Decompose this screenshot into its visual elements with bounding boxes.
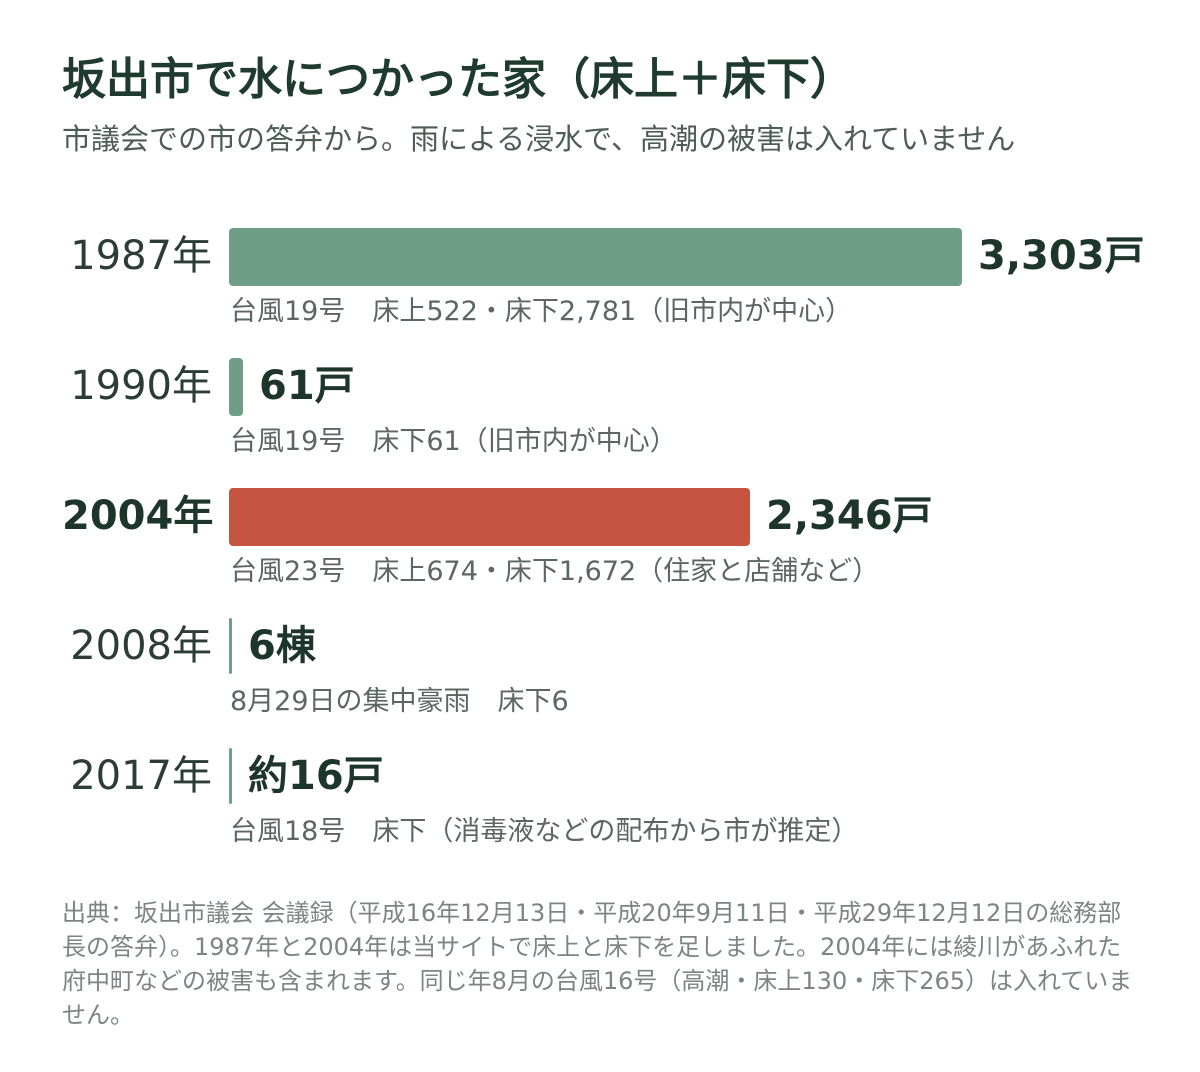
bar [229, 228, 962, 286]
chart-title: 坂出市で水につかった家（床上＋床下） [62, 54, 854, 105]
value-label: 約16戸 [248, 753, 384, 799]
bar-note: 台風19号 床上522・床下2,781（旧市内が中心） [230, 296, 853, 327]
value-label: 61戸 [259, 363, 355, 409]
bar [229, 618, 232, 674]
bar-note: 台風23号 床上674・床下1,672（住家と店舗など） [230, 556, 880, 587]
bar [229, 358, 243, 416]
bar-chart: 1987年 3,303戸台風19号 床上522・床下2,781（旧市内が中心） 19… [62, 228, 1145, 847]
bar [229, 488, 750, 546]
chart-subtitle: 市議会での市の答弁から。雨による浸水で、高潮の被害は入れていません [62, 122, 1016, 156]
source-note: 出典：坂出市議会 会議録（平成16年12月13日・平成20年9月11日・平成29… [62, 899, 1133, 1029]
bar [229, 748, 232, 804]
bar-note: 8月29日の集中豪雨 床下6 [230, 686, 569, 717]
year-label: 1987年 [70, 233, 212, 279]
year-label: 2008年 [70, 623, 212, 669]
year-label: 2017年 [70, 753, 212, 799]
bar-note: 台風19号 床下61（旧市内が中心） [230, 426, 677, 457]
value-label: 6棟 [248, 623, 316, 669]
year-label: 2004年 [62, 493, 214, 539]
value-label: 3,303戸 [978, 233, 1145, 279]
year-label: 1990年 [70, 363, 212, 409]
bar-note: 台風18号 床下（消毒液などの配布から市が推定） [230, 816, 859, 847]
value-label: 2,346戸 [766, 493, 933, 539]
